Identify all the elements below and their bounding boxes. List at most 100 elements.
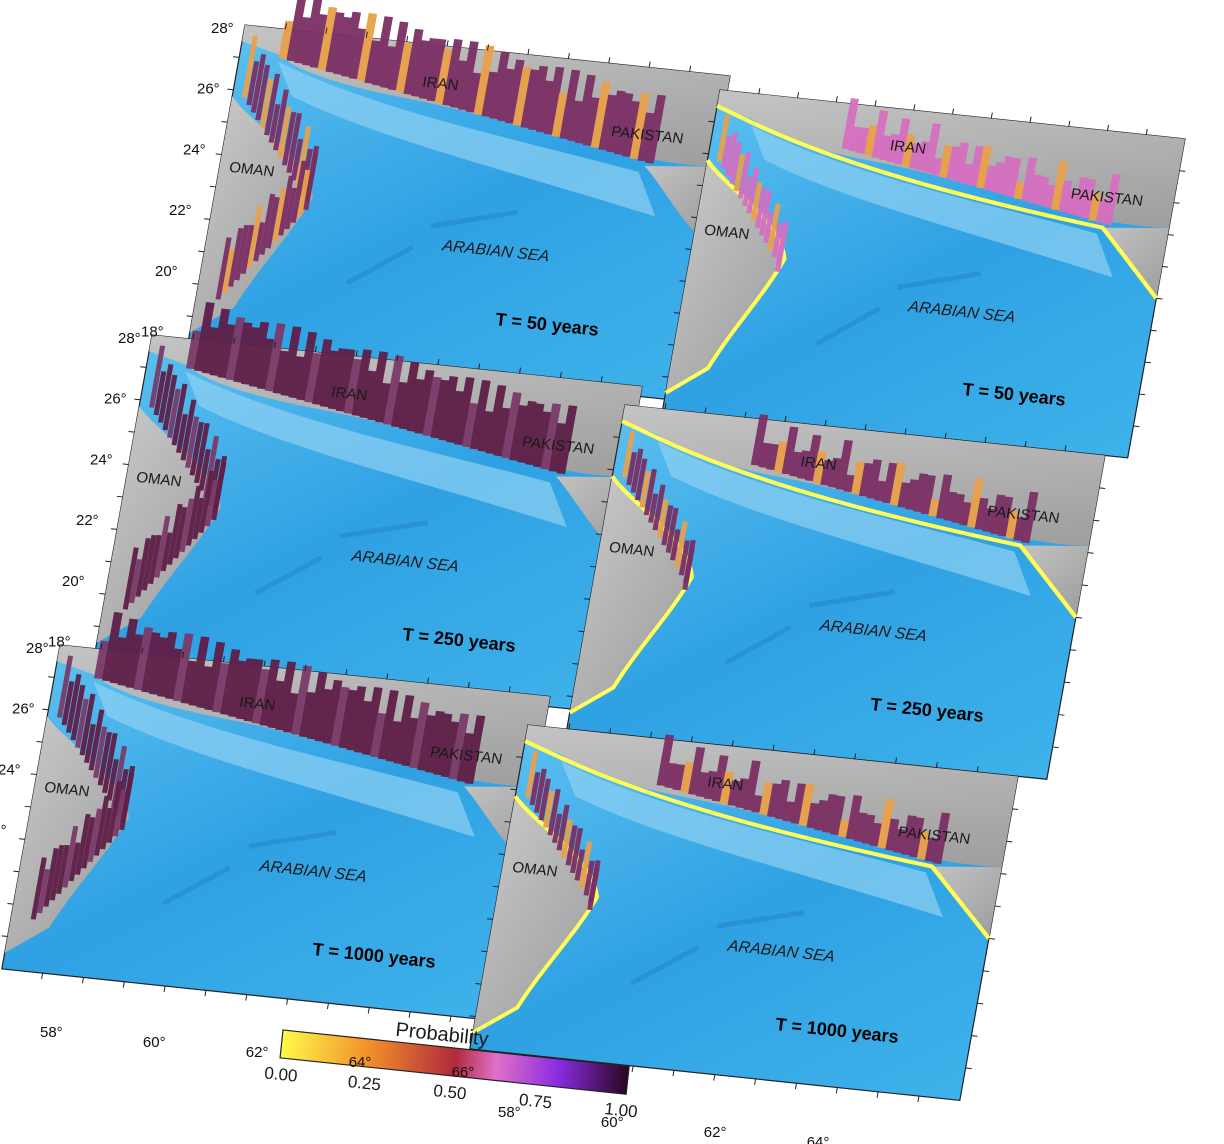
probability-bar: [766, 783, 782, 818]
probability-bar: [215, 237, 232, 300]
probability-bar: [398, 361, 420, 430]
probability-bar: [354, 700, 372, 753]
lat-tick-label: 22°: [0, 822, 7, 839]
probability-bar: [991, 162, 1005, 193]
probability-bar: [477, 410, 494, 452]
probability-bar: [246, 61, 260, 106]
probability-bar: [879, 135, 892, 161]
lon-tick-label: 66°: [452, 1064, 475, 1081]
probability-bar: [220, 649, 241, 715]
probability-bar: [864, 124, 878, 157]
probability-bar: [241, 327, 260, 385]
probability-bars-north: [185, 302, 578, 475]
probability-bar: [281, 111, 297, 166]
probability-bar: [117, 618, 139, 686]
seafloor-ridge: [630, 909, 805, 986]
probability-bars-north: [278, 0, 666, 164]
probability-bar: [425, 710, 445, 773]
probability-bars-north: [750, 414, 1039, 544]
probability-bar: [369, 712, 387, 758]
probability-bar: [319, 350, 339, 408]
probability-bar: [277, 106, 292, 158]
probability-bar: [841, 98, 859, 150]
probability-bar: [432, 713, 453, 776]
probability-bar: [180, 660, 197, 704]
probability-bar: [797, 450, 811, 479]
probability-bar: [912, 473, 929, 513]
probability-bar: [141, 632, 161, 693]
probability-bar: [333, 16, 352, 75]
probability-bars-north: [93, 612, 486, 785]
probability-bar: [147, 534, 162, 585]
probability-bar: [820, 459, 834, 486]
probability-bar: [754, 187, 767, 229]
probability-bar: [532, 411, 552, 468]
probability-bar: [30, 857, 47, 920]
probability-bar: [932, 812, 951, 865]
probability-bar: [185, 485, 202, 546]
probability-bar: [204, 479, 219, 527]
probability-bar: [70, 684, 86, 741]
probability-bar: [656, 734, 675, 786]
probability-bars-oman: [621, 430, 696, 590]
probability-bar: [301, 0, 323, 66]
probability-bar: [771, 222, 783, 258]
probability-bar: [101, 612, 123, 682]
probability-bar: [528, 65, 549, 131]
label-oman: OMAN: [511, 859, 559, 880]
probability-bar: [512, 66, 532, 126]
probability-bar: [727, 780, 741, 807]
probability-bar: [827, 457, 842, 488]
coast-north: [621, 419, 1078, 619]
probability-bar: [49, 844, 65, 901]
label-iran: IRAN: [421, 74, 460, 94]
probability-bar: [621, 100, 641, 157]
probability-bar: [465, 72, 482, 113]
probability-bars-north: [656, 734, 951, 865]
probability-bar: [928, 499, 940, 517]
probability-bar: [547, 788, 561, 836]
probability-bar: [211, 462, 227, 521]
probability-bars-oman: [524, 750, 601, 911]
probability-bar: [314, 688, 333, 742]
probability-bar: [162, 374, 178, 431]
probability-bar: [656, 499, 669, 538]
probability-bar: [908, 817, 925, 858]
probability-bar: [240, 224, 255, 275]
probability-bar: [56, 655, 74, 718]
colorbar-ramp: [279, 1029, 630, 1095]
probability-bar: [579, 841, 593, 889]
probability-bar: [551, 92, 568, 137]
probability-bar: [582, 97, 600, 146]
frame-ticks: [469, 723, 1019, 1103]
probability-bar: [751, 795, 763, 813]
lat-tick-label: 24°: [90, 451, 113, 468]
probability-bar: [790, 783, 807, 824]
probability-bar: [990, 494, 1006, 535]
label-iran: IRAN: [238, 694, 277, 714]
probability-bar: [97, 731, 113, 786]
probability-bar: [469, 380, 491, 450]
coast-oman: [664, 159, 787, 395]
probability-bar: [766, 443, 780, 471]
lat-tick-label: 24°: [0, 761, 21, 778]
probability-bar: [249, 321, 270, 388]
seafloor-ridge: [162, 829, 337, 906]
probability-bar: [122, 547, 139, 610]
label-oman: OMAN: [703, 222, 751, 243]
probability-bar: [112, 789, 127, 837]
probability-bar: [983, 165, 997, 191]
probability-bar: [268, 103, 281, 143]
probability-bar: [897, 482, 911, 508]
probability-bar: [221, 248, 235, 294]
probability-bar: [442, 39, 463, 106]
probability-bar: [330, 686, 350, 747]
lat-tick-label: 18°: [48, 634, 71, 651]
probability-bar: [387, 21, 409, 91]
label-oman: OMAN: [43, 779, 91, 800]
probability-bar: [84, 724, 96, 763]
probability-bar: [383, 355, 404, 425]
probability-bar: [886, 133, 900, 163]
probability-bar: [351, 349, 372, 417]
probability-bar: [251, 668, 270, 724]
